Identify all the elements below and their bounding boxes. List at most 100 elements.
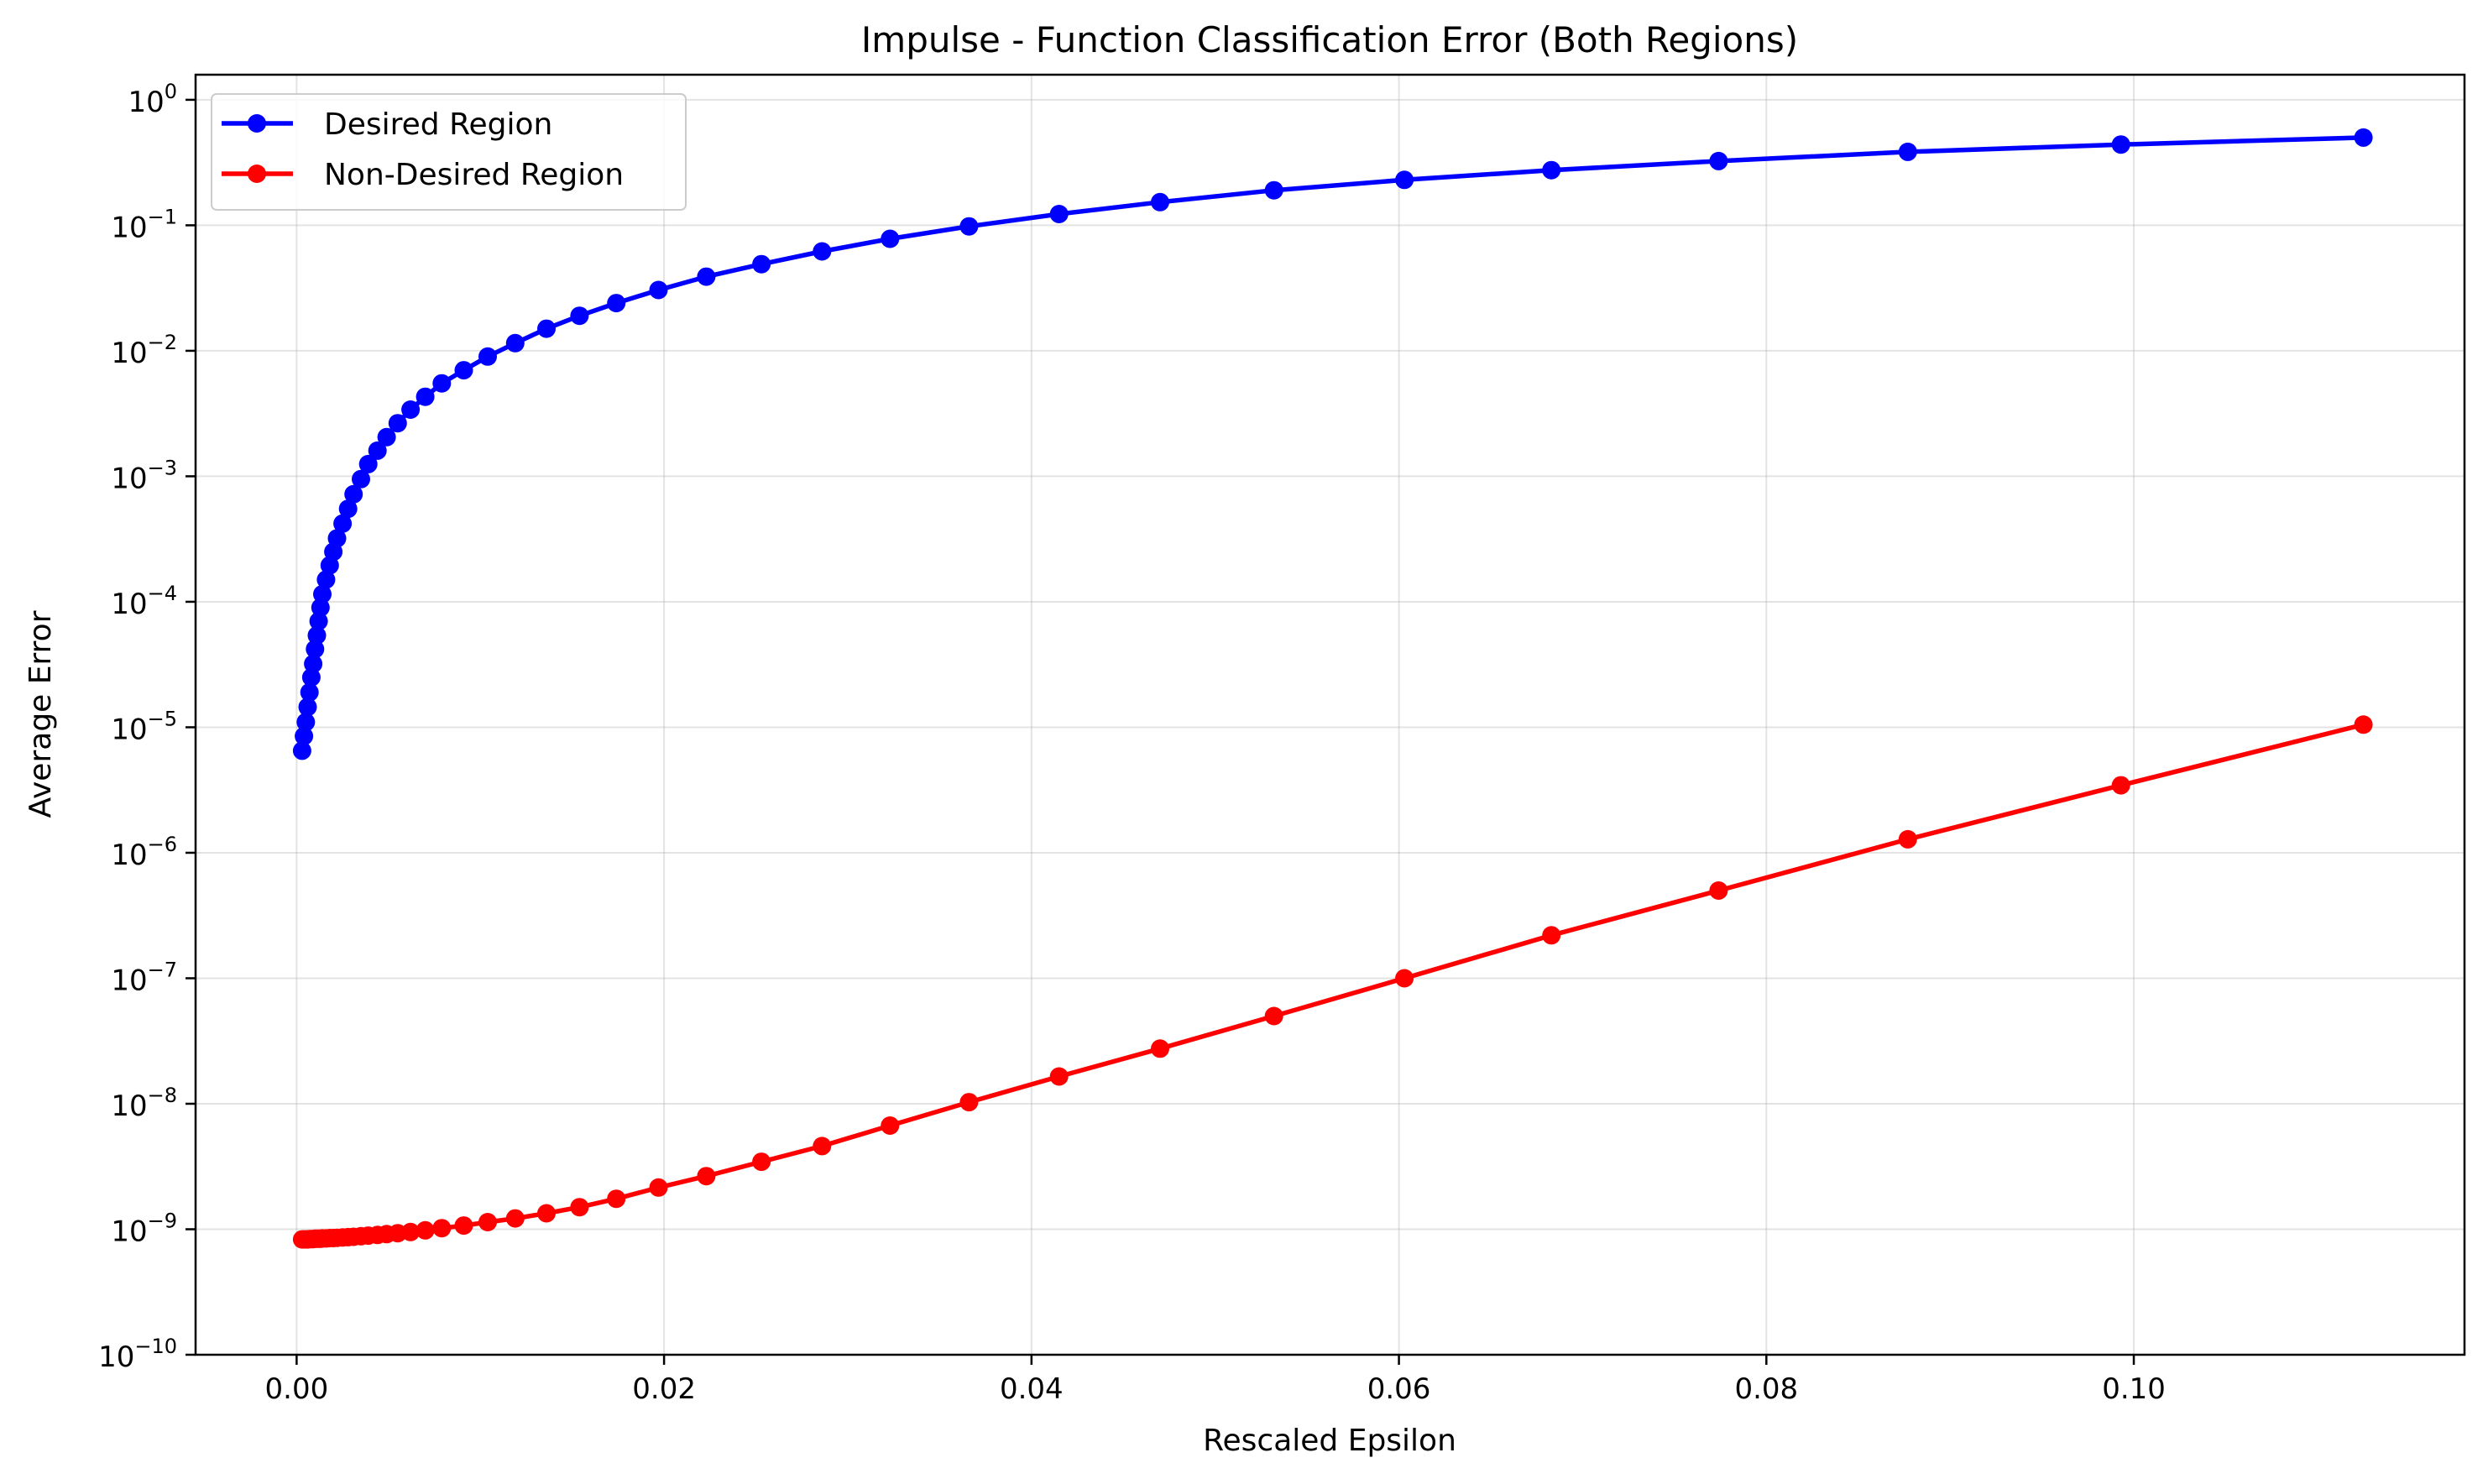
data-point-non-desired-region <box>401 1222 421 1241</box>
x-tick-label: 0.06 <box>1367 1372 1431 1406</box>
data-point-non-desired-region <box>1542 926 1561 945</box>
grid-layer <box>196 75 2464 1355</box>
data-point-desired-region <box>416 387 435 406</box>
data-point-desired-region <box>377 427 396 447</box>
data-point-desired-region <box>2354 128 2373 147</box>
data-point-desired-region <box>454 361 473 380</box>
y-tick-base: 10 <box>111 713 147 746</box>
legend-marker-non-desired <box>248 165 266 183</box>
data-point-non-desired-region <box>697 1167 716 1186</box>
legend: Desired Region Non-Desired Region <box>211 93 687 211</box>
data-point-non-desired-region <box>1709 881 1728 900</box>
x-tick-label: 0.10 <box>2102 1372 2166 1406</box>
chart-title: Impulse - Function Classification Error … <box>861 19 1798 60</box>
y-tick-label: 10−8 <box>111 1084 177 1123</box>
y-tick-exponent: −6 <box>148 833 177 856</box>
data-point-non-desired-region <box>1898 829 1917 849</box>
data-point-desired-region <box>1709 151 1728 170</box>
data-point-desired-region <box>292 741 311 760</box>
data-point-non-desired-region <box>607 1189 626 1209</box>
data-point-desired-region <box>2111 135 2130 154</box>
y-tick-base: 10 <box>111 588 147 621</box>
data-point-desired-region <box>306 640 325 659</box>
data-point-desired-region <box>388 414 407 433</box>
data-point-desired-region <box>505 333 525 353</box>
y-tick-label: 10−6 <box>111 833 177 872</box>
data-point-desired-region <box>478 347 497 366</box>
legend-label-non-desired: Non-Desired Region <box>324 158 624 192</box>
legend-label-desired: Desired Region <box>324 107 552 142</box>
data-point-desired-region <box>1395 170 1414 190</box>
y-tick-label: 10−3 <box>111 456 177 495</box>
data-point-desired-region <box>570 306 589 326</box>
data-point-desired-region <box>1542 160 1561 180</box>
data-point-desired-region <box>338 499 358 519</box>
y-tick-exponent: −1 <box>148 205 177 228</box>
data-point-non-desired-region <box>1049 1067 1069 1086</box>
y-tick-base: 10 <box>111 1089 147 1123</box>
data-point-desired-region <box>333 514 353 533</box>
y-tick-base: 10 <box>111 337 147 370</box>
y-tick-label: 10−7 <box>111 958 177 997</box>
data-point-desired-region <box>1264 180 1283 200</box>
y-tick-label: 10−1 <box>111 205 177 244</box>
y-tick-exponent: −10 <box>134 1335 177 1358</box>
data-point-desired-region <box>301 668 321 687</box>
data-point-desired-region <box>295 727 314 745</box>
y-tick-base: 10 <box>111 964 147 997</box>
y-tick-exponent: 0 <box>165 80 177 103</box>
data-point-desired-region <box>1151 192 1169 212</box>
data-point-non-desired-region <box>537 1204 556 1223</box>
y-tick-exponent: −3 <box>148 456 177 479</box>
data-point-desired-region <box>1049 205 1069 223</box>
data-point-non-desired-region <box>416 1220 435 1240</box>
y-tick-exponent: −9 <box>148 1209 177 1232</box>
data-point-desired-region <box>697 267 716 286</box>
y-tick-label: 100 <box>128 80 177 119</box>
data-point-desired-region <box>309 612 328 631</box>
y-axis-label: Average Error <box>24 610 58 818</box>
y-tick-label: 10−4 <box>111 582 177 621</box>
y-tick-label: 10−10 <box>98 1335 177 1374</box>
data-point-desired-region <box>313 584 332 604</box>
data-point-desired-region <box>316 570 336 589</box>
data-point-desired-region <box>307 626 327 645</box>
data-point-desired-region <box>1898 142 1917 161</box>
y-tick-base: 10 <box>111 1215 147 1248</box>
data-point-desired-region <box>607 294 626 313</box>
data-point-non-desired-region <box>1151 1039 1169 1058</box>
y-tick-base: 10 <box>98 1340 134 1374</box>
data-point-desired-region <box>300 682 319 702</box>
data-point-non-desired-region <box>505 1209 525 1228</box>
x-tick-label: 0.04 <box>1000 1372 1064 1406</box>
y-tick-exponent: −2 <box>148 331 177 354</box>
series-layer <box>292 128 2373 1249</box>
data-point-non-desired-region <box>2111 776 2130 795</box>
x-tick-label: 0.02 <box>632 1372 696 1406</box>
data-point-non-desired-region <box>881 1116 900 1135</box>
data-point-non-desired-region <box>1395 969 1414 988</box>
data-point-non-desired-region <box>432 1219 452 1238</box>
data-point-desired-region <box>881 229 900 248</box>
legend-box <box>211 93 687 211</box>
x-tick-label: 0.08 <box>1734 1372 1798 1406</box>
data-point-non-desired-region <box>1264 1006 1283 1026</box>
data-point-desired-region <box>327 529 347 548</box>
y-tick-base: 10 <box>111 211 147 244</box>
y-tick-exponent: −7 <box>148 958 177 981</box>
y-tick-label: 10−5 <box>111 707 177 746</box>
data-point-desired-region <box>649 280 668 300</box>
data-point-desired-region <box>358 454 378 473</box>
data-point-desired-region <box>304 654 323 673</box>
data-point-non-desired-region <box>478 1213 497 1231</box>
y-tick-exponent: −5 <box>148 707 177 730</box>
tick-layer: 0.00 0.02 0.04 0.06 0.08 0.1010010−110−210−31… <box>98 80 2166 1406</box>
y-tick-base: 10 <box>111 462 147 495</box>
data-point-desired-region <box>537 319 556 338</box>
legend-marker-desired <box>248 114 266 133</box>
x-axis-label: Rescaled Epsilon <box>1203 1424 1456 1458</box>
data-point-non-desired-region <box>959 1093 979 1112</box>
x-tick-label: 0.00 <box>265 1372 329 1406</box>
data-point-non-desired-region <box>570 1198 589 1217</box>
